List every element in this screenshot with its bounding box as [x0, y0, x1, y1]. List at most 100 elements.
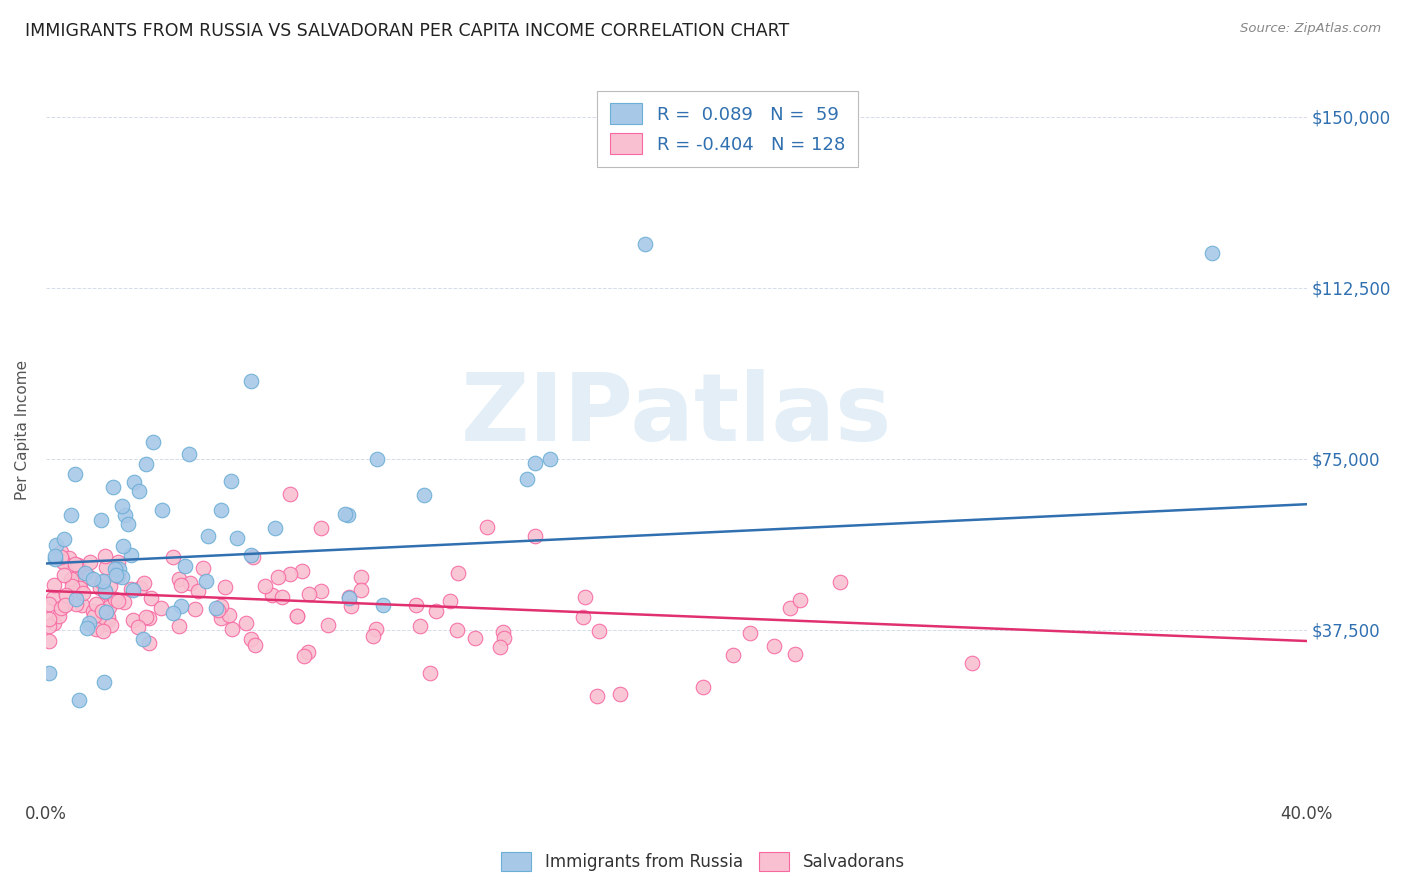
Point [76, 621, 98, 635]
Point [49, 545, 72, 559]
Text: Source: ZipAtlas.com: Source: ZipAtlas.com [1240, 22, 1381, 36]
Point [42, 591, 65, 605]
Point [89, 581, 111, 595]
Point [138, 635, 160, 649]
Point [114, 508, 136, 522]
Point [586, 690, 609, 704]
Point [225, 531, 247, 545]
Point [309, 584, 332, 599]
Point [111, 570, 134, 584]
Point [191, 560, 214, 574]
Point [309, 521, 332, 535]
Point [409, 618, 432, 632]
Y-axis label: Per Capita Income: Per Capita Income [15, 360, 30, 500]
Point [267, 570, 290, 584]
Point [65, 592, 87, 607]
Point [278, 567, 301, 582]
Point [150, 503, 173, 517]
Point [572, 610, 595, 624]
Point [464, 631, 486, 645]
Point [117, 517, 139, 532]
Point [783, 647, 806, 661]
Point [82, 572, 104, 586]
Point [53, 533, 76, 547]
Point [523, 529, 546, 543]
Point [104, 591, 127, 606]
Point [135, 457, 157, 471]
Point [337, 590, 360, 604]
Point [96, 605, 118, 619]
Point [240, 548, 263, 562]
Point [38, 619, 60, 633]
Point [287, 608, 309, 623]
Point [69, 582, 91, 596]
Point [112, 539, 135, 553]
Point [516, 472, 538, 486]
Point [97, 610, 120, 624]
Point [447, 566, 470, 580]
Point [101, 480, 124, 494]
Point [419, 666, 441, 681]
Point [65, 597, 87, 611]
Point [128, 484, 150, 499]
Point [127, 619, 149, 633]
Point [239, 632, 262, 646]
Point [405, 599, 427, 613]
Point [364, 622, 387, 636]
Point [129, 582, 152, 596]
Point [60, 579, 83, 593]
Point [82, 604, 104, 618]
Point [42, 578, 65, 592]
Point [65, 558, 87, 572]
Point [692, 680, 714, 694]
Point [55, 588, 77, 602]
Point [262, 588, 284, 602]
Point [59, 572, 82, 586]
Point [318, 618, 340, 632]
Point [121, 613, 143, 627]
Point [132, 632, 155, 647]
Point [111, 499, 134, 513]
Point [79, 555, 101, 569]
Point [162, 606, 184, 620]
Point [762, 639, 785, 653]
Point [609, 687, 631, 701]
Point [292, 649, 315, 664]
Point [122, 583, 145, 598]
Point [439, 594, 461, 608]
Point [67, 558, 90, 572]
Point [209, 503, 232, 517]
Point [197, 529, 219, 543]
Point [93, 585, 115, 599]
Point [93, 574, 115, 588]
Point [120, 582, 142, 597]
Point [285, 608, 308, 623]
Point [373, 598, 395, 612]
Text: IMMIGRANTS FROM RUSSIA VS SALVADORAN PER CAPITA INCOME CORRELATION CHART: IMMIGRANTS FROM RUSSIA VS SALVADORAN PER… [25, 22, 790, 40]
Point [105, 568, 128, 582]
Point [138, 610, 160, 624]
Text: ZIPatlas: ZIPatlas [461, 369, 891, 461]
Point [38, 665, 60, 680]
Point [291, 564, 314, 578]
Point [122, 475, 145, 489]
Point [278, 486, 301, 500]
Point [38, 612, 60, 626]
Point [67, 692, 90, 706]
Point [254, 579, 277, 593]
Point [960, 656, 983, 670]
Legend: Immigrants from Russia, Salvadorans: Immigrants from Russia, Salvadorans [494, 843, 912, 880]
Point [42, 615, 65, 630]
Point [100, 592, 122, 607]
Point [221, 622, 243, 636]
Point [149, 600, 172, 615]
Point [135, 610, 157, 624]
Point [350, 582, 373, 597]
Point [44, 549, 66, 564]
Point [337, 591, 360, 605]
Point [91, 574, 114, 589]
Point [58, 551, 80, 566]
Point [97, 600, 120, 615]
Point [112, 595, 135, 609]
Point [142, 435, 165, 450]
